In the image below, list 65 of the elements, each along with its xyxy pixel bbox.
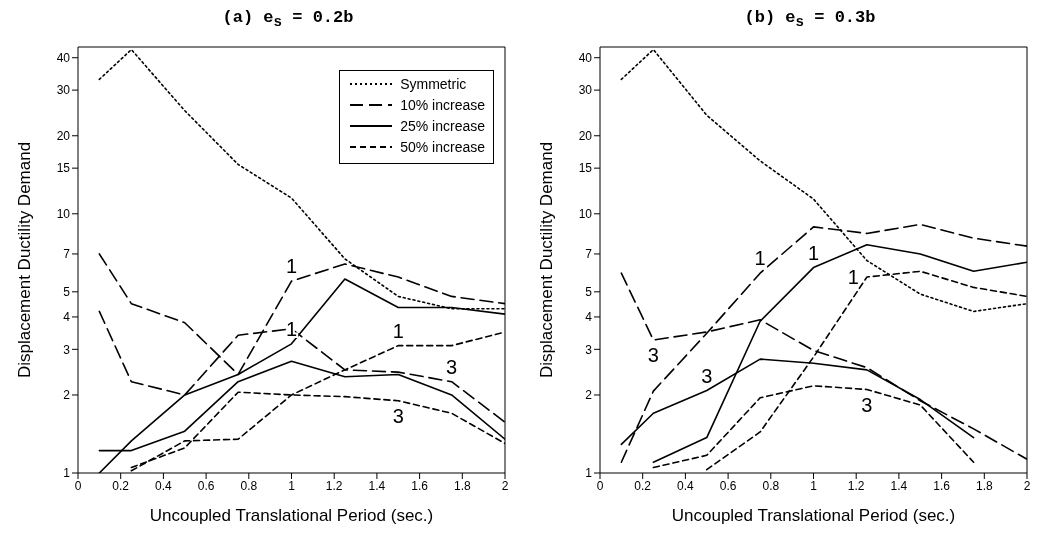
x-tick-label: 0.4 <box>155 478 173 493</box>
x-tick-label: 1 <box>810 478 818 493</box>
y-tick-label: 4 <box>63 310 71 325</box>
legend-label: 25% increase <box>400 117 485 135</box>
x-tick-label: 0.2 <box>112 478 130 493</box>
annotation: 3 <box>446 355 458 378</box>
annotation: 3 <box>861 393 873 416</box>
chart-title: (b) e$_{s}$ = 0.3b <box>743 8 877 33</box>
y-tick-label: 40 <box>56 50 71 65</box>
legend-label: Symmetric <box>400 75 467 93</box>
x-tick-label: 0 <box>596 478 604 493</box>
y-tick-label: 5 <box>585 285 593 300</box>
y-tick-label: 7 <box>63 247 71 262</box>
y-tick-label: 2 <box>585 388 593 403</box>
x-tick-label: 1.4 <box>368 478 386 493</box>
y-tick-label: 10 <box>56 207 71 222</box>
x-tick-label: 0 <box>74 478 82 493</box>
y-tick-label: 15 <box>578 161 593 176</box>
x-tick-label: 1 <box>288 478 296 493</box>
y-tick-label: 3 <box>585 342 593 357</box>
y-tick-label: 5 <box>63 285 71 300</box>
x-axis-title: Uncoupled Translational Period (sec.) <box>149 506 434 525</box>
annotation: 3 <box>701 364 713 387</box>
annotation: 1 <box>807 241 820 264</box>
annotation: 1 <box>847 266 859 289</box>
y-tick-label: 30 <box>578 83 593 98</box>
x-tick-label: 1.6 <box>411 478 429 493</box>
y-tick-label: 7 <box>585 247 593 262</box>
x-tick-label: 0.2 <box>634 478 652 493</box>
x-tick-label: 1.4 <box>890 478 908 493</box>
y-tick-label: 3 <box>63 342 71 357</box>
x-tick-label: 1.8 <box>453 478 471 493</box>
y-tick-label: 20 <box>56 129 71 144</box>
x-tick-label: 2 <box>501 478 509 493</box>
legend-label: 50% increase <box>400 138 485 156</box>
x-tick-label: 1.6 <box>933 478 951 493</box>
x-tick-label: 0.4 <box>677 478 695 493</box>
annotation: 1 <box>285 255 298 278</box>
chart-title: (a) e$_{s}$ = 0.2b <box>221 8 355 33</box>
y-tick-label: 1 <box>585 466 593 481</box>
y-tick-label: 2 <box>63 388 71 403</box>
annotation: 1 <box>285 317 298 340</box>
y-tick-label: 40 <box>578 50 593 65</box>
x-tick-label: 0.8 <box>240 478 258 493</box>
x-tick-label: 1.2 <box>325 478 343 493</box>
x-tick-label: 0.8 <box>762 478 780 493</box>
annotation: 3 <box>647 344 659 367</box>
annotation: 1 <box>754 247 766 270</box>
legend-label: 10% increase <box>400 96 485 114</box>
annotation: 1 <box>392 319 404 342</box>
y-tick-label: 15 <box>56 161 71 176</box>
x-tick-label: 2 <box>1023 478 1031 493</box>
y-tick-label: 1 <box>63 466 71 481</box>
x-tick-label: 1.2 <box>847 478 865 493</box>
y-tick-label: 30 <box>56 83 71 98</box>
x-axis-title: Uncoupled Translational Period (sec.) <box>671 506 956 525</box>
x-tick-label: 0.6 <box>719 478 737 493</box>
annotation: 3 <box>392 404 404 427</box>
y-axis-title: Displacement Ductility Demand <box>537 141 557 379</box>
x-tick-label: 1.8 <box>975 478 993 493</box>
x-tick-label: 0.6 <box>197 478 215 493</box>
y-tick-label: 10 <box>578 207 593 222</box>
y-axis-title: Displacement Ductility Demand <box>15 141 35 379</box>
y-tick-label: 20 <box>578 129 593 144</box>
y-tick-label: 4 <box>585 310 593 325</box>
